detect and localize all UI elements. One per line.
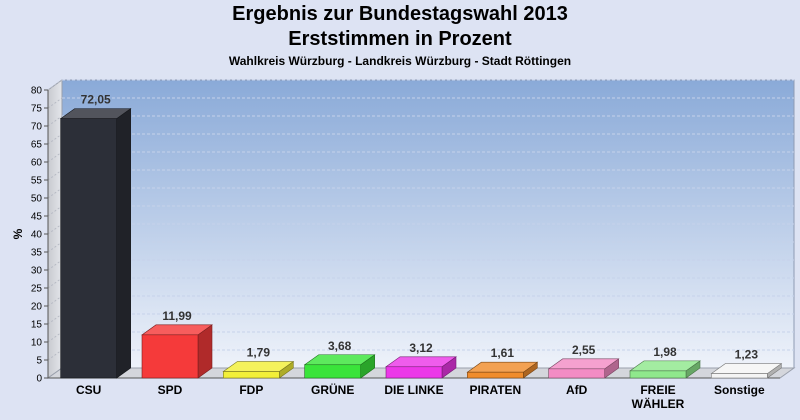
y-tick-label: 50 xyxy=(31,194,43,205)
bar-front-face xyxy=(60,118,117,379)
bar xyxy=(59,108,132,379)
grid-line-diagonal xyxy=(47,79,63,91)
bar-value-label: 1,98 xyxy=(653,345,677,359)
bar-front-face xyxy=(467,371,524,379)
y-tick-label: 10 xyxy=(31,338,43,349)
grid-line-diagonal xyxy=(47,223,63,235)
grid-line-diagonal xyxy=(47,187,63,199)
grid-line-diagonal xyxy=(47,259,63,271)
grid-line-diagonal xyxy=(47,349,63,361)
grid-line-diagonal xyxy=(47,97,63,109)
bar xyxy=(141,324,213,379)
chart-region-subtitle: Wahlkreis Würzburg - Landkreis Würzburg … xyxy=(228,54,572,68)
y-tick-label: 40 xyxy=(31,230,43,241)
x-category-label: GRÜNE xyxy=(311,382,354,397)
y-tick-label: 25 xyxy=(31,284,43,295)
y-tick-label: 30 xyxy=(31,266,43,277)
grid-line-diagonal xyxy=(47,151,63,163)
grid-line-diagonal xyxy=(47,331,63,343)
y-tick-label: 5 xyxy=(36,356,42,367)
chart-subtitle: Erststimmen in Prozent xyxy=(288,28,512,50)
bar xyxy=(466,361,539,379)
bar-value-label: 1,79 xyxy=(247,346,271,360)
y-tick-label: 45 xyxy=(31,212,43,223)
y-tick-label: 65 xyxy=(31,140,43,151)
x-category-label: SPD xyxy=(158,383,183,397)
bar xyxy=(222,360,295,379)
y-tick-label: 60 xyxy=(31,158,43,169)
bar-value-label: 2,55 xyxy=(572,343,596,357)
x-category-label: WÄHLER xyxy=(632,396,685,411)
grid-line-diagonal xyxy=(47,115,63,127)
bar-front-face xyxy=(629,370,687,379)
bar-value-label: 11,99 xyxy=(162,309,192,323)
grid-line-diagonal xyxy=(47,205,63,217)
bar-front-face xyxy=(141,334,199,379)
y-tick-label: 35 xyxy=(31,248,43,259)
x-category-label: CSU xyxy=(76,383,101,397)
bar xyxy=(385,356,457,379)
y-tick-label: 0 xyxy=(36,374,42,385)
bar-side-face xyxy=(116,108,131,379)
x-category-label: PIRATEN xyxy=(469,383,521,397)
y-axis-label: % xyxy=(11,228,25,239)
bar-front-face xyxy=(548,368,605,379)
bar xyxy=(629,360,701,379)
bar-front-face xyxy=(711,373,768,379)
chart-title: Ergebnis zur Bundestagswahl 2013 xyxy=(232,3,568,25)
bar-value-label: 1,23 xyxy=(735,348,759,362)
grid-line-diagonal xyxy=(47,313,63,325)
grid-line-diagonal xyxy=(47,241,63,253)
y-tick-label: 80 xyxy=(31,86,43,97)
x-category-label: Sonstige xyxy=(714,383,765,397)
bar-front-face xyxy=(385,366,443,379)
bar xyxy=(547,358,620,379)
bar-value-label: 1,61 xyxy=(491,346,515,360)
bar-value-label: 3,68 xyxy=(328,339,352,353)
grid-line-diagonal xyxy=(47,295,63,307)
x-category-label: FREIE xyxy=(640,383,675,397)
grid-line-diagonal xyxy=(47,169,63,181)
bar xyxy=(710,362,783,379)
x-category-label: AfD xyxy=(566,383,588,397)
x-category-label: FDP xyxy=(239,383,263,397)
y-tick-label: 15 xyxy=(31,320,43,331)
bar-front-face xyxy=(223,371,280,379)
x-category-label: DIE LINKE xyxy=(384,383,443,397)
grid-line-diagonal xyxy=(47,133,63,145)
y-tick-label: 75 xyxy=(31,104,43,115)
bar-value-label: 72,05 xyxy=(81,93,111,107)
bar xyxy=(303,354,376,379)
y-tick-label: 70 xyxy=(31,122,43,133)
y-tick-label: 20 xyxy=(31,302,43,313)
bar-front-face xyxy=(304,364,361,379)
bar-value-label: 3,12 xyxy=(409,341,433,355)
y-tick-label: 55 xyxy=(31,176,43,187)
grid-line-diagonal xyxy=(47,277,63,289)
